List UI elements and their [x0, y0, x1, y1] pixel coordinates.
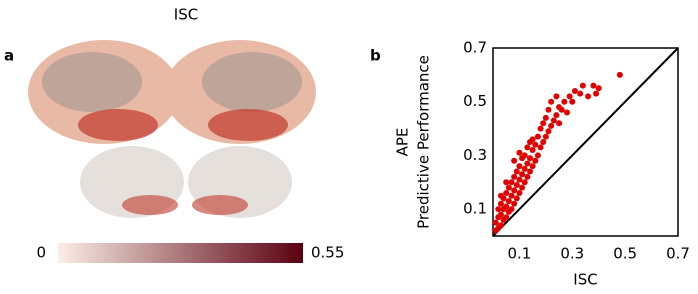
brain-images [28, 40, 316, 218]
scatter-point [571, 87, 578, 94]
x-axis-label: ISC [573, 271, 597, 289]
scatter-point [516, 163, 523, 170]
scatter-point [532, 157, 539, 164]
y-axis-label: APE [394, 128, 412, 157]
scatter-point [564, 109, 570, 116]
scatter-point [550, 117, 557, 124]
scatter-point [503, 214, 510, 221]
scatter-point [537, 144, 544, 151]
scatter-point [521, 152, 528, 159]
scatter-point [516, 176, 523, 183]
brain-sulci [42, 52, 142, 112]
scatter-point [513, 168, 520, 175]
scatter-point [527, 168, 533, 175]
brain-sulci [202, 52, 302, 112]
scatter-point [505, 184, 512, 191]
colorbar [58, 243, 303, 263]
scatter-point [503, 190, 510, 197]
scatter-point [542, 114, 549, 121]
scatter-point [513, 181, 520, 188]
scatter-point [508, 206, 515, 213]
y-tick-label: 0.3 [463, 146, 487, 164]
scatter-point [579, 82, 586, 89]
scatter-point [529, 163, 536, 170]
panel-title: ISC [174, 6, 198, 24]
colorbar-tick-label: 0 [36, 244, 46, 262]
scatter-point [616, 71, 623, 78]
scatter-point [545, 128, 552, 135]
panel-label: b [370, 47, 381, 65]
y-tick-label: 0.7 [463, 39, 487, 57]
plot-frame [492, 47, 679, 237]
scatter-point [497, 192, 504, 199]
y-tick-label: 0.5 [463, 92, 487, 110]
scatter-point [595, 85, 602, 92]
scatter-point [508, 179, 515, 186]
scatter-point [511, 157, 518, 164]
scatter-point [566, 93, 573, 100]
scatter-point [537, 125, 544, 132]
scatter-point [532, 141, 539, 148]
brain-region [208, 109, 288, 141]
scatter-point [561, 98, 568, 105]
scatter-point [524, 144, 531, 151]
scatter-point [590, 82, 597, 89]
scatter-point [548, 122, 555, 129]
scatter-point [534, 152, 541, 159]
scatter-point [497, 211, 504, 218]
x-tick-label: 0.7 [666, 245, 690, 263]
colorbar-tick-label: 0.55 [311, 244, 344, 262]
scatter-point [503, 203, 510, 210]
scatter-point [516, 190, 523, 197]
scatter-point [545, 106, 552, 113]
scatter-point [540, 120, 547, 127]
scatter-point [553, 112, 560, 119]
scatter-point [516, 149, 523, 156]
scatter-point [553, 93, 560, 100]
y-axis-label: Predictive Performance [415, 55, 433, 229]
scatter-point [511, 200, 518, 207]
scatter-point [540, 139, 547, 145]
scatter-point [593, 90, 600, 97]
scatter-point [521, 179, 528, 186]
scatter-point [529, 147, 536, 154]
brain-region [192, 195, 248, 215]
scatter-point [524, 173, 531, 180]
scatter-point [505, 198, 512, 205]
x-tick-label: 0.1 [507, 245, 531, 263]
identity-line [492, 47, 679, 237]
scatter-point [524, 160, 531, 167]
scatter-point [521, 165, 528, 172]
y-tick-label: 0.1 [463, 200, 487, 218]
scatter-point [542, 133, 549, 140]
x-tick-label: 0.3 [560, 245, 584, 263]
scatter-point [558, 106, 565, 113]
panel-label: a [4, 47, 14, 65]
scatter-point [548, 98, 555, 105]
scatter-point [519, 171, 526, 178]
x-tick-label: 0.5 [613, 245, 637, 263]
scatter-point [495, 206, 502, 213]
scatter-point [497, 222, 504, 229]
scatter-point [508, 192, 515, 199]
brain-region [78, 109, 158, 141]
scatter-point [527, 139, 533, 145]
scatter-point [513, 195, 520, 202]
scatter-point [503, 179, 510, 186]
scatter-point [519, 184, 526, 191]
brain-region [122, 195, 178, 215]
scatter-point [585, 93, 592, 100]
scatter-point [577, 90, 584, 97]
scatter-point [556, 120, 563, 127]
scatter-point [511, 187, 518, 194]
scatter-point [527, 155, 533, 162]
scatter-point [497, 200, 504, 207]
scatter-point [569, 98, 576, 105]
scatter-point [534, 133, 541, 140]
scatter-point [511, 173, 518, 180]
scatter-point [492, 219, 499, 226]
